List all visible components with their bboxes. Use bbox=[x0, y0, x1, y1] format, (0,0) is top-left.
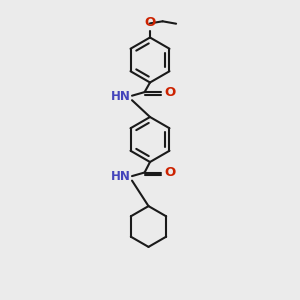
Text: HN: HN bbox=[111, 170, 130, 183]
Text: O: O bbox=[164, 166, 175, 179]
Text: HN: HN bbox=[111, 90, 130, 103]
Text: O: O bbox=[144, 16, 156, 29]
Text: O: O bbox=[164, 85, 175, 99]
